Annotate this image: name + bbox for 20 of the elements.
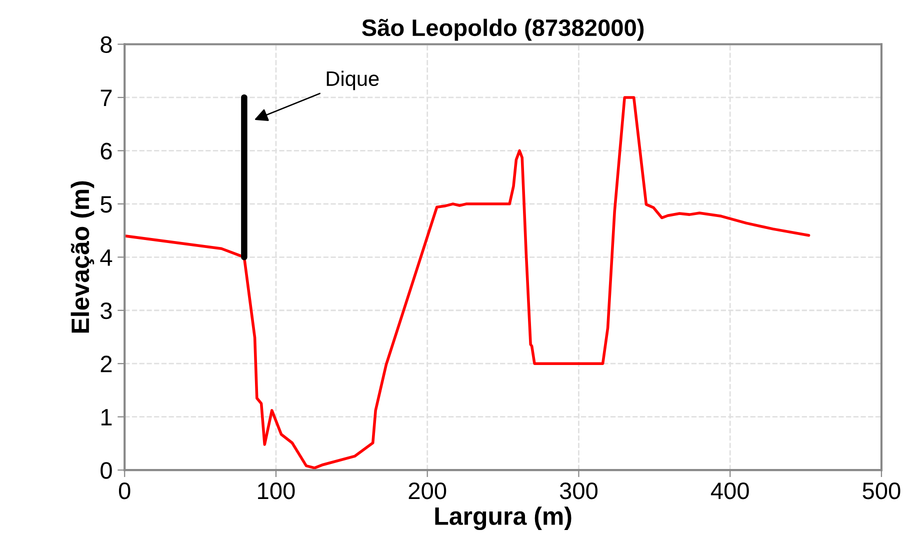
y-tick-label: 0 [100,462,112,479]
y-tick-label: 6 [100,142,112,160]
x-tick-label: 400 [710,482,749,500]
y-tick-label: 4 [100,249,112,266]
y-tick-label: 5 [100,196,112,213]
x-tick-label: 0 [118,482,130,500]
y-tick-label: 2 [100,356,112,372]
x-axis-title: Largura (m) [435,506,572,530]
annotation: Dique [326,70,379,90]
y-axis-title: Elevação (m) [70,181,94,333]
line-series [124,96,810,470]
y-tick-label: 1 [101,409,112,426]
y-tick-label: 8 [100,36,112,54]
x-tick-label: 200 [408,482,446,500]
y-tick-label: 7 [100,90,112,106]
x-tick-label: 500 [862,482,900,500]
chart-title: São Leopoldo (87382000) [362,18,644,41]
y-tick-label: 3 [100,302,112,320]
x-tick-label: 300 [560,482,598,500]
x-tick-label: 100 [258,482,295,500]
